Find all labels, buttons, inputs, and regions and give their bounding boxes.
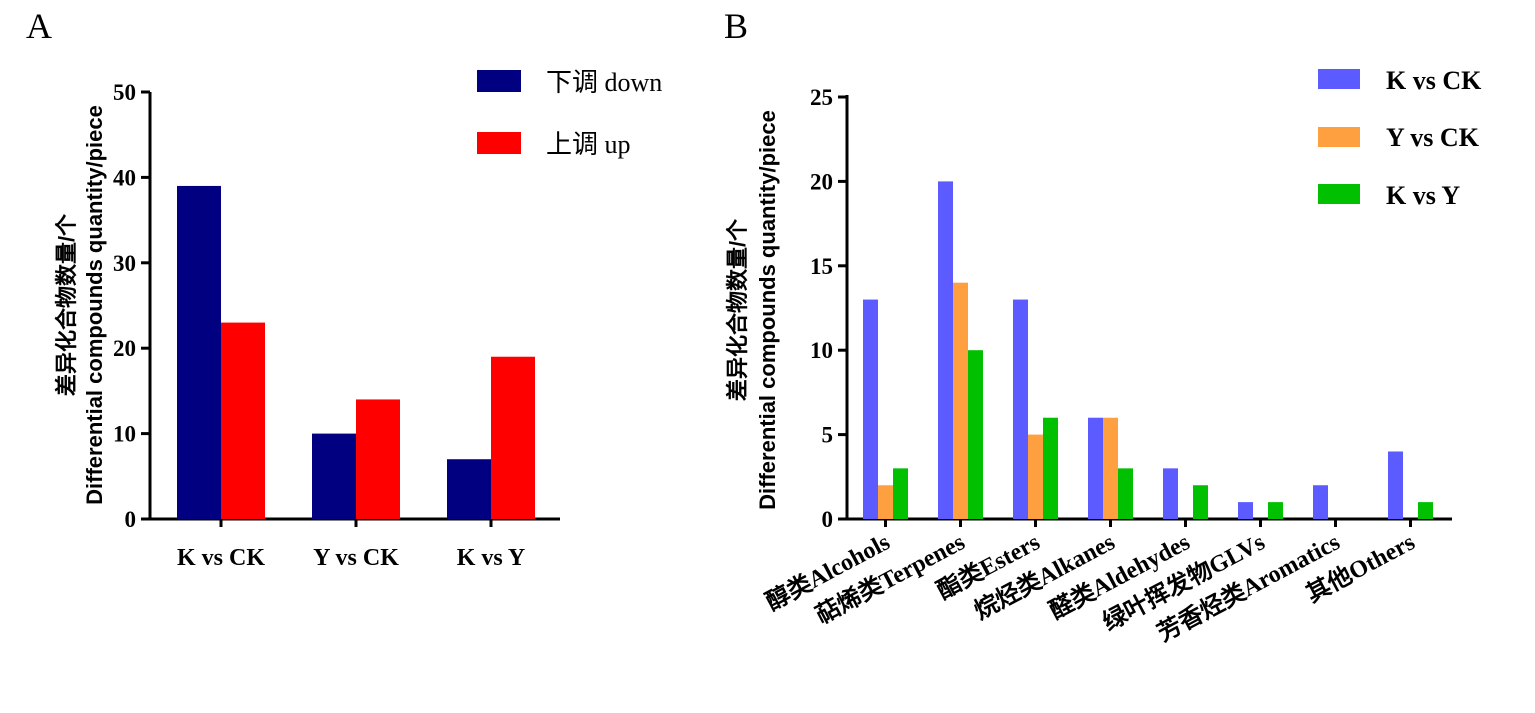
panel-a-label: A (26, 6, 52, 46)
bar-y-vs-ck-up (356, 399, 400, 519)
y-tick-label: 5 (822, 423, 834, 448)
panel-b: B 0 5 10 15 20 25 醇类Alcohols萜烯类Terpenes酯类Este… (724, 6, 1482, 647)
y-tick-label: 40 (113, 165, 136, 190)
legend-swatch-down (477, 70, 521, 92)
panel-b-yticks: 0 5 10 15 20 25 (810, 85, 847, 532)
bar-4-k-vs-ck (1088, 417, 1103, 519)
bar-2-k-vs-y (968, 350, 983, 519)
panel-a-bars (177, 185, 535, 519)
bar-4-y-vs-ck (1103, 417, 1118, 519)
panel-b-y-title: 差异化合物数量/个 Differential compounds quantit… (725, 110, 780, 510)
legend-swatch-up (477, 132, 521, 154)
panel-a-yticks: 0 10 20 30 40 50 (113, 80, 150, 532)
y-tick-label: 0 (822, 507, 834, 532)
legend-swatch-k-vs-y (1318, 184, 1360, 204)
panel-b-axes (845, 95, 1452, 521)
bar-6-k-vs-y (1268, 502, 1283, 519)
y-tick-label: 25 (810, 85, 833, 110)
legend-label-y-vs-ck: Y vs CK (1386, 123, 1480, 152)
y-tick-label: 20 (810, 169, 833, 194)
bar-k-vs-y-down (447, 459, 491, 519)
bar-5-k-vs-y (1193, 485, 1208, 519)
panel-a-y-title: 差异化合物数量/个 Differential compounds quantit… (54, 105, 107, 505)
bar-6-k-vs-ck (1238, 502, 1253, 519)
bar-2-y-vs-ck (953, 282, 968, 519)
legend-swatch-k-vs-ck (1318, 69, 1360, 89)
panel-b-y-title-zh: 差异化合物数量/个 (725, 218, 750, 401)
x-tick-label: K vs Y (457, 545, 525, 571)
bar-5-k-vs-ck (1163, 468, 1178, 519)
y-tick-label: 10 (113, 422, 136, 447)
panel-a-legend: 下调 down 上调 up (477, 68, 662, 159)
panel-a: A 0 10 20 30 40 50 K vs CK Y vs CK K vs Y 差异化合物… (26, 6, 662, 571)
bar-3-k-vs-ck (1013, 299, 1028, 519)
panel-b-xticks: 醇类Alcohols萜烯类Terpenes酯类Esters烷烃类Alkanes醛… (761, 519, 1419, 647)
bar-4-k-vs-y (1118, 468, 1133, 519)
legend-label-k-vs-ck: K vs CK (1386, 66, 1482, 95)
y-tick-label: 0 (125, 507, 137, 532)
panel-a-xticks: K vs CK Y vs CK K vs Y (177, 519, 525, 571)
panel-b-bars (863, 181, 1433, 519)
bar-8-k-vs-y (1418, 502, 1433, 519)
x-tick-label: K vs CK (177, 545, 265, 571)
bar-k-vs-ck-up (221, 322, 265, 519)
bar-7-k-vs-ck (1313, 485, 1328, 519)
bar-y-vs-ck-down (312, 433, 356, 519)
bar-k-vs-ck-down (177, 185, 221, 519)
panel-a-y-title-en: Differential compounds quantity/piece (82, 105, 107, 505)
bar-1-y-vs-ck (878, 485, 893, 519)
panel-b-legend: K vs CK Y vs CK K vs Y (1318, 66, 1482, 210)
y-tick-label: 10 (810, 338, 833, 363)
y-tick-label: 20 (113, 336, 136, 361)
bar-1-k-vs-ck (863, 299, 878, 519)
legend-label-k-vs-y: K vs Y (1386, 181, 1460, 210)
panel-b-y-title-en: Differential compounds quantity/piece (755, 110, 780, 510)
legend-label-down: 下调 down (546, 68, 662, 97)
panel-b-label: B (724, 6, 748, 46)
bar-2-k-vs-ck (938, 181, 953, 519)
y-tick-label: 50 (113, 80, 136, 105)
bar-8-k-vs-ck (1388, 451, 1403, 519)
y-tick-label: 30 (113, 251, 136, 276)
panel-a-y-title-zh: 差异化合物数量/个 (54, 213, 79, 396)
bar-1-k-vs-y (893, 468, 908, 519)
bar-3-k-vs-y (1043, 417, 1058, 519)
bar-k-vs-y-up (491, 356, 535, 519)
legend-label-up: 上调 up (546, 130, 631, 159)
bar-3-y-vs-ck (1028, 434, 1043, 519)
legend-swatch-y-vs-ck (1318, 127, 1360, 147)
y-tick-label: 15 (810, 254, 833, 279)
x-tick-label: Y vs CK (313, 545, 399, 571)
